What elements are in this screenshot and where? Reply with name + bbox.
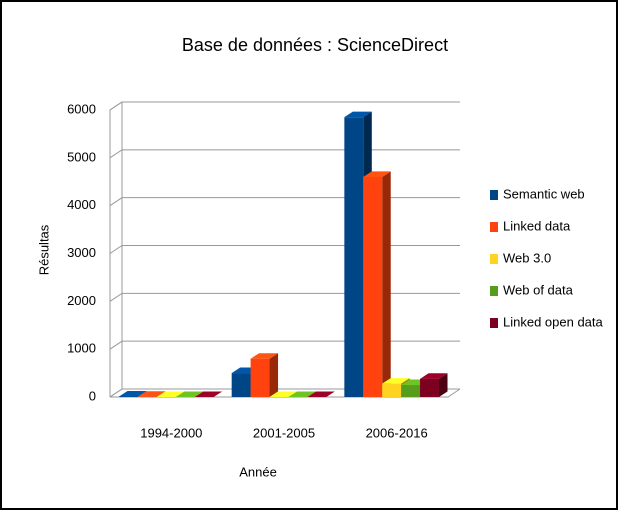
bar: [344, 117, 364, 398]
bar: [401, 385, 421, 397]
x-tick-label: 1994-2000: [140, 425, 202, 440]
bar-side: [382, 171, 391, 397]
legend-swatch: [490, 318, 498, 328]
bar: [420, 378, 439, 397]
legend-label: Linked data: [503, 218, 571, 233]
legend-swatch: [490, 190, 498, 200]
bar-top: [288, 391, 316, 397]
legend-label: Linked open data: [503, 314, 604, 329]
bar-side: [156, 391, 166, 397]
y-tick-label: 6000: [67, 101, 96, 116]
x-tick-label: 2001-2005: [253, 425, 315, 440]
bar-top: [119, 390, 147, 397]
bar-side: [269, 353, 279, 397]
y-tick-label: 4000: [67, 197, 96, 212]
legend-swatch: [490, 254, 498, 264]
bar-top: [250, 353, 279, 359]
bar-top: [420, 373, 448, 379]
bar-top: [344, 111, 372, 118]
bar: [382, 383, 402, 397]
chart-title: Base de données : ScienceDirect: [182, 35, 448, 55]
legend-swatch: [490, 222, 498, 232]
bar: [231, 373, 251, 397]
bar-top: [307, 391, 335, 397]
bar-top: [156, 391, 185, 397]
y-tick-label: 5000: [67, 149, 96, 164]
floor: [110, 388, 461, 398]
bar-side: [438, 373, 448, 397]
x-axis-label: Année: [239, 464, 277, 479]
y-tick-label: 2000: [67, 293, 96, 308]
bar: [250, 358, 270, 397]
grid-line: [109, 101, 460, 111]
bar-top: [194, 391, 223, 397]
bar-top: [382, 378, 410, 384]
y-tick-label: 1000: [67, 341, 96, 356]
bar: [363, 176, 383, 397]
x-tick-label: 2006-2016: [366, 425, 428, 440]
bar-top: [137, 391, 166, 397]
bar-top: [269, 391, 297, 397]
legend-label: Semantic web: [503, 186, 585, 201]
legend-label: Web 3.0: [503, 250, 551, 265]
y-axis-label: Résultas: [36, 224, 51, 275]
bar-top: [363, 171, 391, 177]
legend-swatch: [490, 286, 498, 296]
y-tick-label: 0: [89, 388, 96, 403]
legend-label: Web of data: [503, 282, 574, 297]
bar-top: [175, 391, 204, 397]
y-tick-label: 3000: [67, 245, 96, 260]
